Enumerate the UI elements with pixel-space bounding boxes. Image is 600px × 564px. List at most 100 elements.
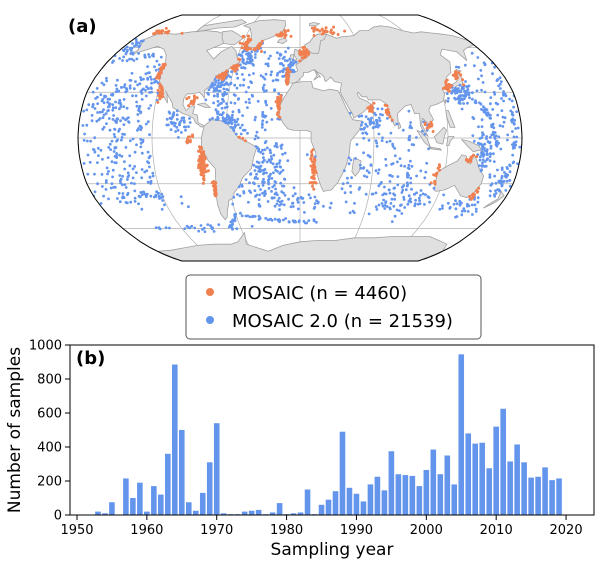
- sample-point-mosaic-2: [493, 174, 496, 178]
- sample-point-mosaic-2: [413, 202, 417, 206]
- sample-point-mosaic-2: [489, 96, 493, 99]
- sample-point-mosaic-2: [270, 157, 274, 161]
- sample-point-mosaic-2: [138, 124, 142, 128]
- sample-point-mosaic-2: [269, 73, 273, 77]
- land-sumatra: [416, 130, 431, 148]
- sample-point-mosaic-2: [237, 97, 241, 100]
- sample-point-mosaic-2: [446, 99, 450, 103]
- sample-point-mosaic-2: [129, 52, 133, 55]
- sample-point-mosaic: [157, 94, 161, 98]
- sample-point-mosaic-2: [281, 57, 285, 60]
- sample-point-mosaic-2: [105, 166, 109, 170]
- sample-point-mosaic-2: [118, 57, 121, 60]
- sample-point-mosaic-2: [115, 121, 118, 124]
- sample-point-mosaic-2: [145, 85, 148, 89]
- sample-point-mosaic-2: [140, 92, 144, 95]
- sample-point-mosaic-2: [179, 195, 183, 199]
- sample-point-mosaic-2: [286, 159, 290, 163]
- sample-point-mosaic-2: [269, 54, 272, 58]
- sample-point-mosaic-2: [409, 176, 413, 180]
- sample-point-mosaic: [301, 46, 305, 49]
- sample-point-mosaic-2: [212, 94, 216, 98]
- sample-point-mosaic-2: [133, 165, 137, 168]
- sample-point-mosaic-2: [491, 108, 495, 111]
- sample-point-mosaic-2: [501, 115, 505, 119]
- sample-point-mosaic: [157, 72, 160, 76]
- y-tick-label: 1000: [29, 339, 62, 354]
- bar-1986: [325, 499, 332, 515]
- bar-1987: [332, 491, 339, 515]
- sample-point-mosaic-2: [188, 117, 191, 120]
- sample-point-mosaic-2: [139, 191, 143, 194]
- sample-point-mosaic-2: [291, 205, 295, 208]
- sample-point-mosaic-2: [215, 89, 219, 92]
- sample-point-mosaic: [285, 68, 289, 72]
- sample-point-mosaic-2: [241, 51, 245, 54]
- sample-point-mosaic-2: [471, 213, 474, 216]
- sample-point-mosaic: [298, 59, 302, 63]
- sample-point-mosaic: [453, 70, 457, 74]
- sample-point-mosaic: [276, 105, 280, 109]
- sample-point-mosaic-2: [216, 84, 220, 87]
- sample-point-mosaic-2: [225, 88, 229, 91]
- sample-point-mosaic: [203, 164, 207, 168]
- sample-point-mosaic-2: [213, 77, 217, 81]
- sample-point-mosaic-2: [389, 202, 393, 205]
- sample-point-mosaic-2: [144, 94, 148, 98]
- sample-point-mosaic-2: [458, 199, 462, 203]
- sample-point-mosaic-2: [146, 120, 150, 124]
- sample-point-mosaic-2: [244, 214, 248, 218]
- bar-series: [95, 354, 562, 515]
- sample-point-mosaic-2: [365, 124, 369, 128]
- sample-point-mosaic-2: [481, 158, 485, 162]
- sample-point-mosaic-2: [419, 169, 423, 173]
- sample-point-mosaic-2: [274, 181, 278, 184]
- sample-point-mosaic-2: [101, 127, 105, 131]
- sample-point-mosaic-2: [296, 207, 300, 211]
- sample-point-mosaic-2: [234, 212, 238, 216]
- sample-point-mosaic-2: [108, 105, 111, 108]
- sample-point-mosaic-2: [96, 102, 100, 105]
- sample-point-mosaic-2: [109, 148, 112, 152]
- sample-point-mosaic-2: [383, 207, 387, 210]
- sample-point-mosaic-2: [504, 189, 508, 192]
- sample-point-mosaic-2: [472, 139, 476, 143]
- sample-point-mosaic-2: [514, 140, 518, 144]
- land-scandinavia-fill: [304, 33, 327, 54]
- sample-point-mosaic-2: [278, 200, 282, 204]
- sample-point-mosaic: [275, 100, 279, 104]
- bar-1996: [395, 474, 402, 515]
- sample-point-mosaic-2: [227, 121, 231, 125]
- sample-point-mosaic-2: [471, 134, 475, 138]
- bar-1966: [185, 502, 192, 515]
- y-axis-ticks: 0 200 400 600 800 1000: [29, 339, 70, 524]
- sample-point-mosaic-2: [82, 162, 86, 165]
- sample-point-mosaic-2: [237, 185, 241, 189]
- sample-point-mosaic-2: [489, 152, 492, 156]
- sample-point-mosaic-2: [480, 118, 484, 122]
- sample-point-mosaic-2: [140, 168, 144, 171]
- sample-point-mosaic-2: [407, 163, 411, 167]
- sample-point-mosaic-2: [463, 63, 467, 67]
- sample-point-mosaic-2: [357, 115, 361, 118]
- sample-point-mosaic-2: [235, 86, 239, 90]
- sample-point-mosaic: [286, 29, 290, 32]
- sample-point-mosaic-2: [125, 59, 129, 63]
- sample-point-mosaic-2: [247, 73, 251, 77]
- sample-point-mosaic: [195, 96, 199, 100]
- sample-point-mosaic-2: [133, 44, 136, 48]
- sample-point-mosaic-2: [229, 75, 232, 79]
- sample-point-mosaic-2: [91, 105, 94, 109]
- sample-point-mosaic-2: [491, 72, 494, 76]
- sample-point-mosaic-2: [232, 195, 236, 199]
- sample-point-mosaic: [185, 141, 189, 145]
- sample-point-mosaic-2: [409, 181, 413, 185]
- bar-2011: [500, 408, 506, 515]
- sample-point-mosaic-2: [291, 58, 295, 62]
- sample-point-mosaic-2: [496, 78, 499, 82]
- sample-point-mosaic-2: [409, 197, 412, 201]
- bar-1982: [297, 512, 304, 515]
- sample-point-mosaic-2: [146, 180, 150, 184]
- sample-point-mosaic-2: [118, 99, 122, 102]
- sample-point-mosaic-2: [454, 199, 457, 203]
